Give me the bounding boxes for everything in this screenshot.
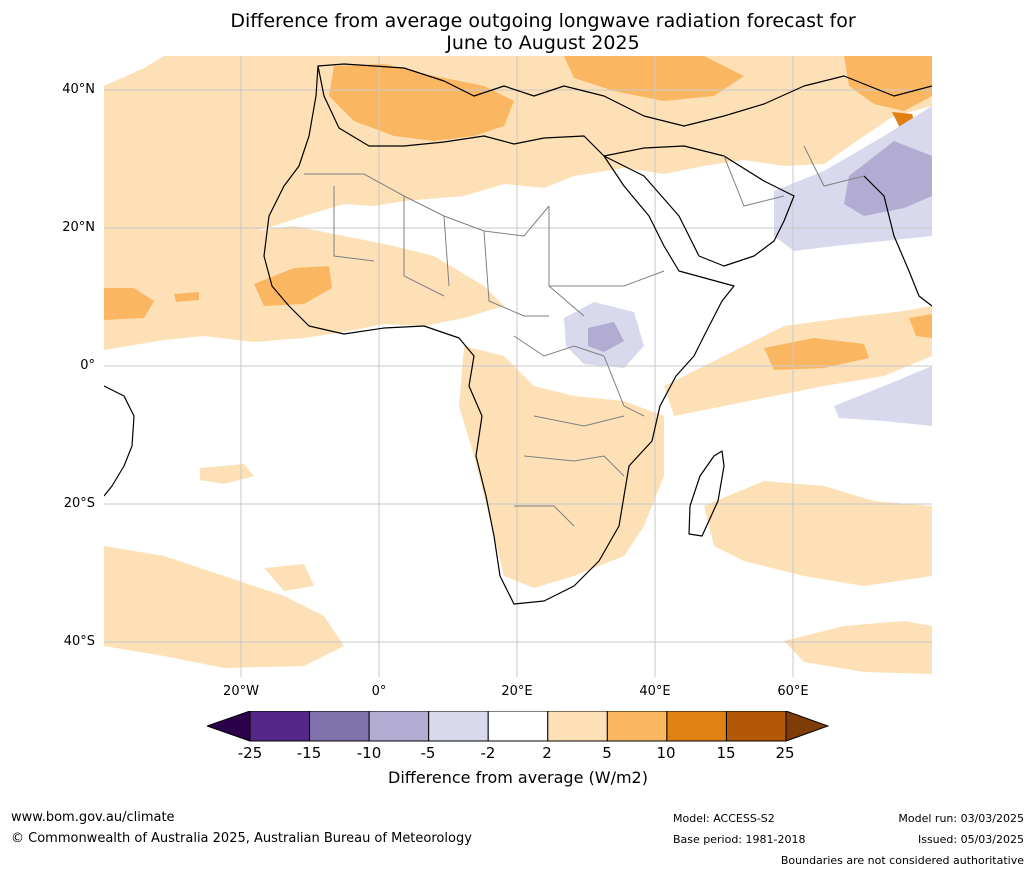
- title-line-1: Difference from average outgoing longwav…: [230, 10, 856, 32]
- colorbar-label: Difference from average (W/m2): [388, 768, 648, 787]
- coastline-madagascar: [688, 450, 725, 537]
- colorbar-bins: [249, 711, 787, 742]
- colorbar-extend-low: [207, 711, 251, 742]
- colorbar-tick: -5: [420, 744, 436, 762]
- map-panel: [104, 56, 932, 677]
- lat-label-40n: 40°N: [62, 82, 95, 97]
- country-boundaries: [304, 145, 865, 527]
- colorbar-bin: [487, 711, 549, 742]
- coastline-europe: [317, 63, 932, 127]
- lat-label-20n: 20°N: [62, 220, 95, 235]
- colorbar-tick: 2: [542, 744, 552, 762]
- colorbar-extend-high: [785, 711, 829, 742]
- map-title: Difference from average outgoing longwav…: [0, 10, 1035, 54]
- anomaly-region-asia-mid: [844, 56, 932, 111]
- colorbar: [207, 711, 829, 742]
- anomaly-region-atlantic-south-orange: [264, 564, 314, 591]
- coastlines: [104, 63, 932, 605]
- colorbar-bin: [249, 711, 311, 742]
- colorbar-bin: [428, 711, 489, 742]
- colorbar-tick: -25: [237, 744, 263, 762]
- anomaly-map: [104, 56, 932, 677]
- lat-label-0: 0°: [80, 358, 95, 373]
- colorbar-bin: [725, 711, 787, 742]
- colorbar-bin: [309, 711, 370, 742]
- anomaly-region-south-indian-orange: [704, 481, 932, 586]
- graticule: [104, 56, 932, 677]
- anomaly-region-north-orange: [104, 56, 932, 278]
- anomaly-region-south-africa-orange: [459, 346, 664, 588]
- anomaly-region-west-africa-mid: [254, 266, 332, 306]
- colorbar-tick: 10: [656, 744, 676, 762]
- anomaly-fields: [104, 56, 932, 674]
- lon-label-20e: 20°E: [501, 684, 533, 699]
- lon-label-60e: 60°E: [777, 684, 809, 699]
- anomaly-region-atlantic-small-orange: [200, 464, 254, 484]
- colorbar-tick: 25: [775, 744, 795, 762]
- coastline-india: [863, 175, 932, 307]
- colorbar-tick: 5: [602, 744, 612, 762]
- footer-copyright: © Commonwealth of Australia 2025, Austra…: [11, 831, 472, 846]
- footer-issued: Issued: 05/03/2025: [917, 833, 1024, 846]
- footer-url[interactable]: www.bom.gov.au/climate: [11, 810, 175, 825]
- anomaly-region-indian-mid: [764, 338, 869, 370]
- footer-disclaimer: Boundaries are not considered authoritat…: [780, 854, 1024, 867]
- colorbar-tick: -15: [296, 744, 322, 762]
- colorbar-tick: 15: [716, 744, 736, 762]
- coastline-south-america: [104, 385, 135, 497]
- coastline-africa: [263, 65, 735, 605]
- lat-label-40s: 40°S: [63, 634, 95, 649]
- anomaly-region-atlantic-mid: [104, 288, 154, 320]
- anomaly-region-small-mid: [174, 292, 199, 302]
- colorbar-bin: [606, 711, 668, 742]
- lon-label-40e: 40°E: [639, 684, 671, 699]
- footer-model-run: Model run: 03/03/2025: [898, 812, 1024, 825]
- lon-label-0: 0°: [371, 684, 387, 699]
- anomaly-region-arabian-sea-mid: [909, 314, 932, 338]
- coastline-arabia: [603, 145, 795, 267]
- colorbar-bin: [666, 711, 727, 742]
- footer-base-period: Base period: 1981-2018: [673, 833, 806, 846]
- lat-label-20s: 20°S: [63, 496, 95, 511]
- anomaly-region-lake-victoria-purple: [588, 322, 624, 352]
- colorbar-tick: -10: [356, 744, 382, 762]
- anomaly-region-southern-ocean-orange: [104, 546, 344, 668]
- anomaly-region-india-purple: [844, 141, 932, 216]
- anomaly-region-mediterranean-mid: [329, 64, 514, 141]
- colorbar-bin: [368, 711, 430, 742]
- colorbar-bin: [547, 711, 608, 742]
- anomaly-region-southeast-orange: [784, 621, 932, 674]
- colorbar-tick: -2: [480, 744, 496, 762]
- anomaly-region-indian-ocean-purple: [834, 366, 932, 426]
- lon-label-20w: 20°W: [223, 684, 259, 699]
- footer-model: Model: ACCESS-S2: [673, 812, 775, 825]
- title-line-2: June to August 2025: [446, 32, 640, 54]
